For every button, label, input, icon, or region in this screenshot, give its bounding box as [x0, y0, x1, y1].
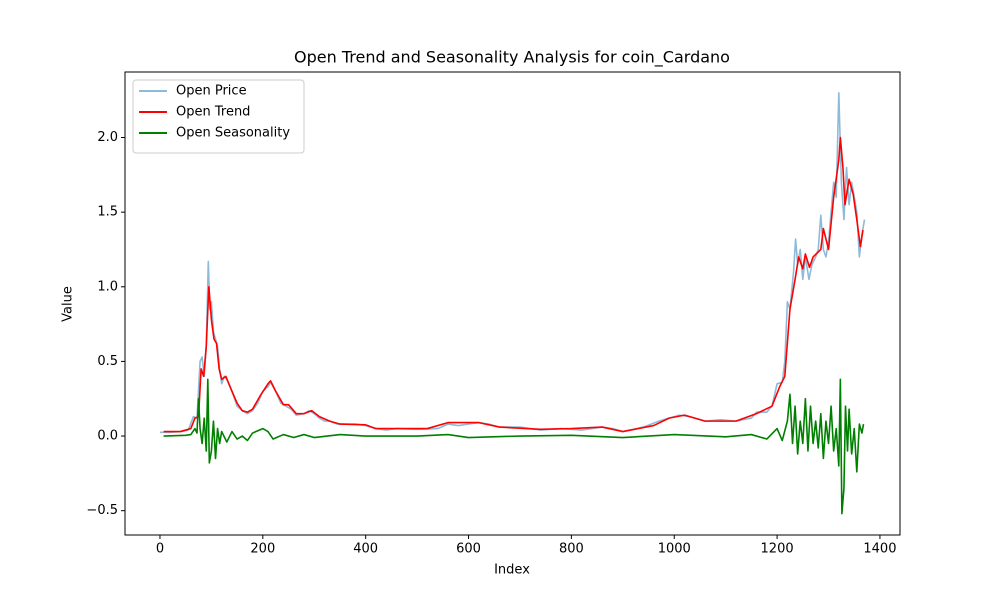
- legend-label: Open Trend: [176, 105, 250, 120]
- x-tick-label: 800: [559, 542, 584, 557]
- legend-box: [132, 79, 305, 154]
- y-tick-label: −0.5: [86, 503, 118, 518]
- x-tick-label: 400: [353, 542, 378, 557]
- series-line: [163, 136, 864, 433]
- legend-label: Open Seasonality: [176, 126, 290, 141]
- plot-frame: [124, 71, 901, 536]
- y-axis-label: Value: [61, 286, 76, 322]
- series-line: [163, 378, 865, 515]
- x-tick-label: 1200: [761, 542, 794, 557]
- x-tick-label: 1000: [658, 542, 691, 557]
- y-tick-label: 2.0: [97, 130, 118, 145]
- legend: Open Price Open Trend Open Seasonality: [132, 79, 305, 154]
- x-tick-label: 0: [156, 542, 164, 557]
- x-tick-label: 200: [250, 542, 275, 557]
- y-tick-label: 0.5: [97, 354, 118, 369]
- y-tick-label: 1.5: [97, 205, 118, 220]
- x-tick-label: 1400: [863, 542, 896, 557]
- x-tick-label: 600: [456, 542, 481, 557]
- y-tick-label: 1.0: [97, 279, 118, 294]
- chart-title: Open Trend and Seasonality Analysis for …: [294, 48, 730, 68]
- legend-label: Open Price: [176, 84, 247, 99]
- x-axis-label: Index: [494, 563, 530, 578]
- y-tick-label: 0.0: [97, 429, 118, 444]
